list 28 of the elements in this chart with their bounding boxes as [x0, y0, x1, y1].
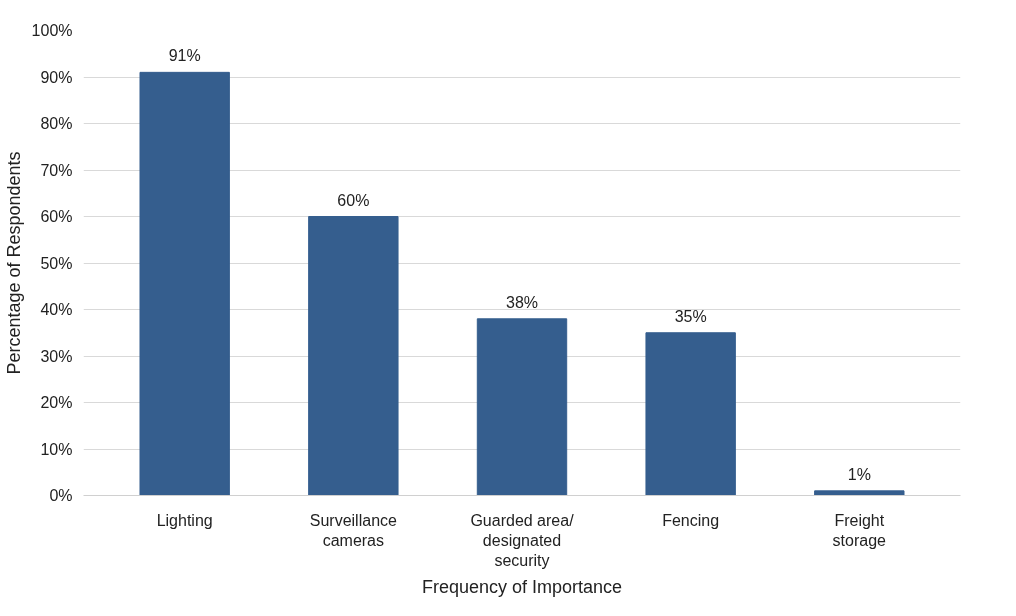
bar [645, 332, 736, 496]
data-label: 38% [505, 293, 539, 311]
y-tick-label: 100% [31, 22, 73, 39]
data-label: 60% [337, 191, 370, 209]
data-label: 1% [847, 465, 871, 483]
data-label: 91% [168, 47, 201, 65]
y-tick-label: 80% [40, 115, 73, 132]
bar [308, 216, 399, 496]
data-label: 35% [674, 307, 707, 325]
x-tick-label: Freight storage [832, 511, 887, 549]
y-axis-title: Percentage of Respondents [3, 151, 24, 375]
y-tick-label: 60% [40, 208, 73, 225]
bar [139, 71, 230, 496]
y-tick-label: 50% [40, 254, 73, 272]
x-tick-label: Guarded area/ designated security [470, 511, 575, 570]
bar [814, 490, 905, 496]
y-tick-label: 70% [40, 161, 73, 179]
x-axis-title: Frequency of Importance [421, 577, 623, 598]
x-tick-label: Lighting [156, 511, 213, 529]
y-tick-label: 90% [40, 68, 73, 86]
x-tick-label: Surveillance cameras [309, 511, 398, 549]
y-tick-label: 0% [49, 487, 73, 504]
x-tick-label: Fencing [662, 511, 720, 529]
bar [476, 318, 568, 496]
y-tick-label: 10% [40, 440, 73, 458]
y-tick-label: 30% [40, 347, 73, 365]
y-tick-label: 20% [40, 394, 73, 411]
y-tick-label: 40% [40, 301, 73, 318]
